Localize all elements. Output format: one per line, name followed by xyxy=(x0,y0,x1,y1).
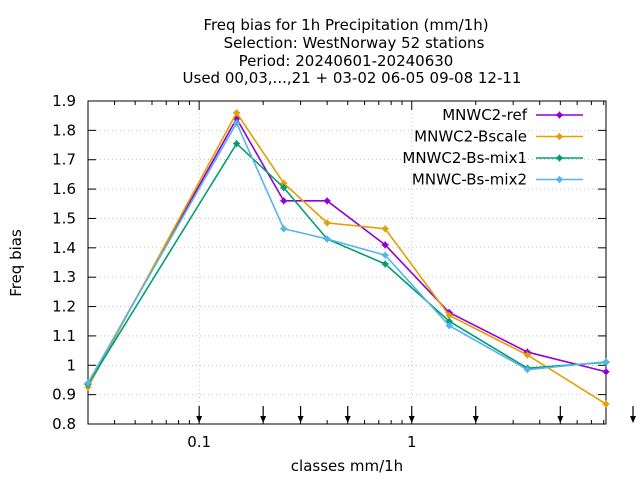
data-point-cross xyxy=(523,366,531,374)
class-threshold-arrow xyxy=(344,406,351,423)
title-line-2: Selection: WestNorway 52 stations xyxy=(224,34,485,52)
series-line xyxy=(87,121,607,384)
series xyxy=(84,109,610,408)
x-tick-label: 1 xyxy=(407,433,417,451)
y-tick-label: 1.6 xyxy=(52,180,76,198)
data-point-cross xyxy=(233,109,241,117)
data-point-cross xyxy=(445,311,453,319)
data-point-cross xyxy=(233,119,241,127)
y-tick-label: 0.9 xyxy=(52,386,76,404)
legend-entry: MNWC2-Bs-mix1 xyxy=(402,149,583,167)
title-line-3: Period: 20240601-20240630 xyxy=(239,52,454,70)
data-point-cross xyxy=(523,351,531,359)
legend-label: MNWC2-Bs-mix1 xyxy=(402,149,527,167)
grid-lines xyxy=(88,101,606,424)
title-line-1: Freq bias for 1h Precipitation (mm/1h) xyxy=(203,16,488,34)
data-point-cross xyxy=(84,379,92,387)
data-point-cross xyxy=(323,235,331,243)
y-tick-label: 1.9 xyxy=(52,92,76,110)
y-tick-label: 1.4 xyxy=(52,239,76,257)
y-tick-label: 0.8 xyxy=(52,415,76,433)
data-point-cross xyxy=(280,197,288,205)
series-line xyxy=(87,111,607,405)
x-axis-label: classes mm/1h xyxy=(291,457,403,475)
legend-entry: MNWC-Bs-mix2 xyxy=(412,171,583,189)
data-point-cross xyxy=(381,241,389,249)
data-point-cross xyxy=(556,133,563,140)
y-axis-label: Freq bias xyxy=(7,229,25,297)
legend-label: MNWC2-ref xyxy=(442,106,527,124)
data-point-cross xyxy=(381,251,389,259)
axes xyxy=(87,100,607,425)
plot-frame xyxy=(87,100,607,425)
data-point-cross xyxy=(381,225,389,233)
legend-label: MNWC-Bs-mix2 xyxy=(412,171,527,189)
class-threshold-arrow xyxy=(630,406,636,423)
data-point-cross xyxy=(323,197,331,205)
class-threshold-arrow xyxy=(472,406,479,423)
data-point-cross xyxy=(280,184,288,192)
y-tick-label: 1.2 xyxy=(52,298,76,316)
data-point-cross xyxy=(233,140,241,148)
y-axis: 0.8 0.9 1 1.1 1.2 1.3 1.4 1.5 1.6 1.7 1.8 1.9 xyxy=(52,92,606,433)
data-point-cross xyxy=(602,400,610,408)
class-threshold-arrow xyxy=(260,406,267,423)
data-point-cross xyxy=(381,260,389,268)
data-point-cross xyxy=(556,176,563,183)
series-mnwc2-bs-mix1 xyxy=(84,140,610,388)
series-mnwc-bs-mix2 xyxy=(84,119,610,387)
class-threshold-arrow xyxy=(557,406,564,423)
y-tick-label: 1.3 xyxy=(52,268,76,286)
data-point-cross xyxy=(323,219,331,227)
class-threshold-arrow xyxy=(297,406,304,423)
data-point-cross xyxy=(602,368,610,376)
series-line xyxy=(87,116,607,385)
title-line-4: Used 00,03,...,21 + 03-02 06-05 09-08 12… xyxy=(183,69,522,87)
y-tick-label: 1.7 xyxy=(52,151,76,169)
legend-label: MNWC2-Bscale xyxy=(414,128,527,146)
y-tick-label: 1.5 xyxy=(52,209,76,227)
data-point-cross xyxy=(445,322,453,330)
y-tick-label: 1.1 xyxy=(52,327,76,345)
chart-title: Freq bias for 1h Precipitation (mm/1h) S… xyxy=(183,16,522,87)
legend: MNWC2-ref MNWC2-Bscale MNWC2-Bs-mix1 MNWC-B… xyxy=(402,106,583,189)
data-point-cross xyxy=(602,358,610,366)
class-threshold-arrow xyxy=(408,406,415,423)
class-threshold-arrow xyxy=(196,406,203,423)
legend-entry: MNWC2-ref xyxy=(442,106,583,124)
data-point-cross xyxy=(280,225,288,233)
x-tick-label: 0.1 xyxy=(187,433,211,451)
class-threshold-arrows xyxy=(196,406,636,423)
data-point-cross xyxy=(556,154,563,162)
y-tick-label: 1 xyxy=(66,356,76,374)
series-line xyxy=(87,142,607,385)
y-tick-label: 1.8 xyxy=(52,121,76,139)
legend-entry: MNWC2-Bscale xyxy=(414,128,583,146)
data-point-cross xyxy=(556,111,563,119)
series-mnwc2-bscale xyxy=(84,109,610,408)
